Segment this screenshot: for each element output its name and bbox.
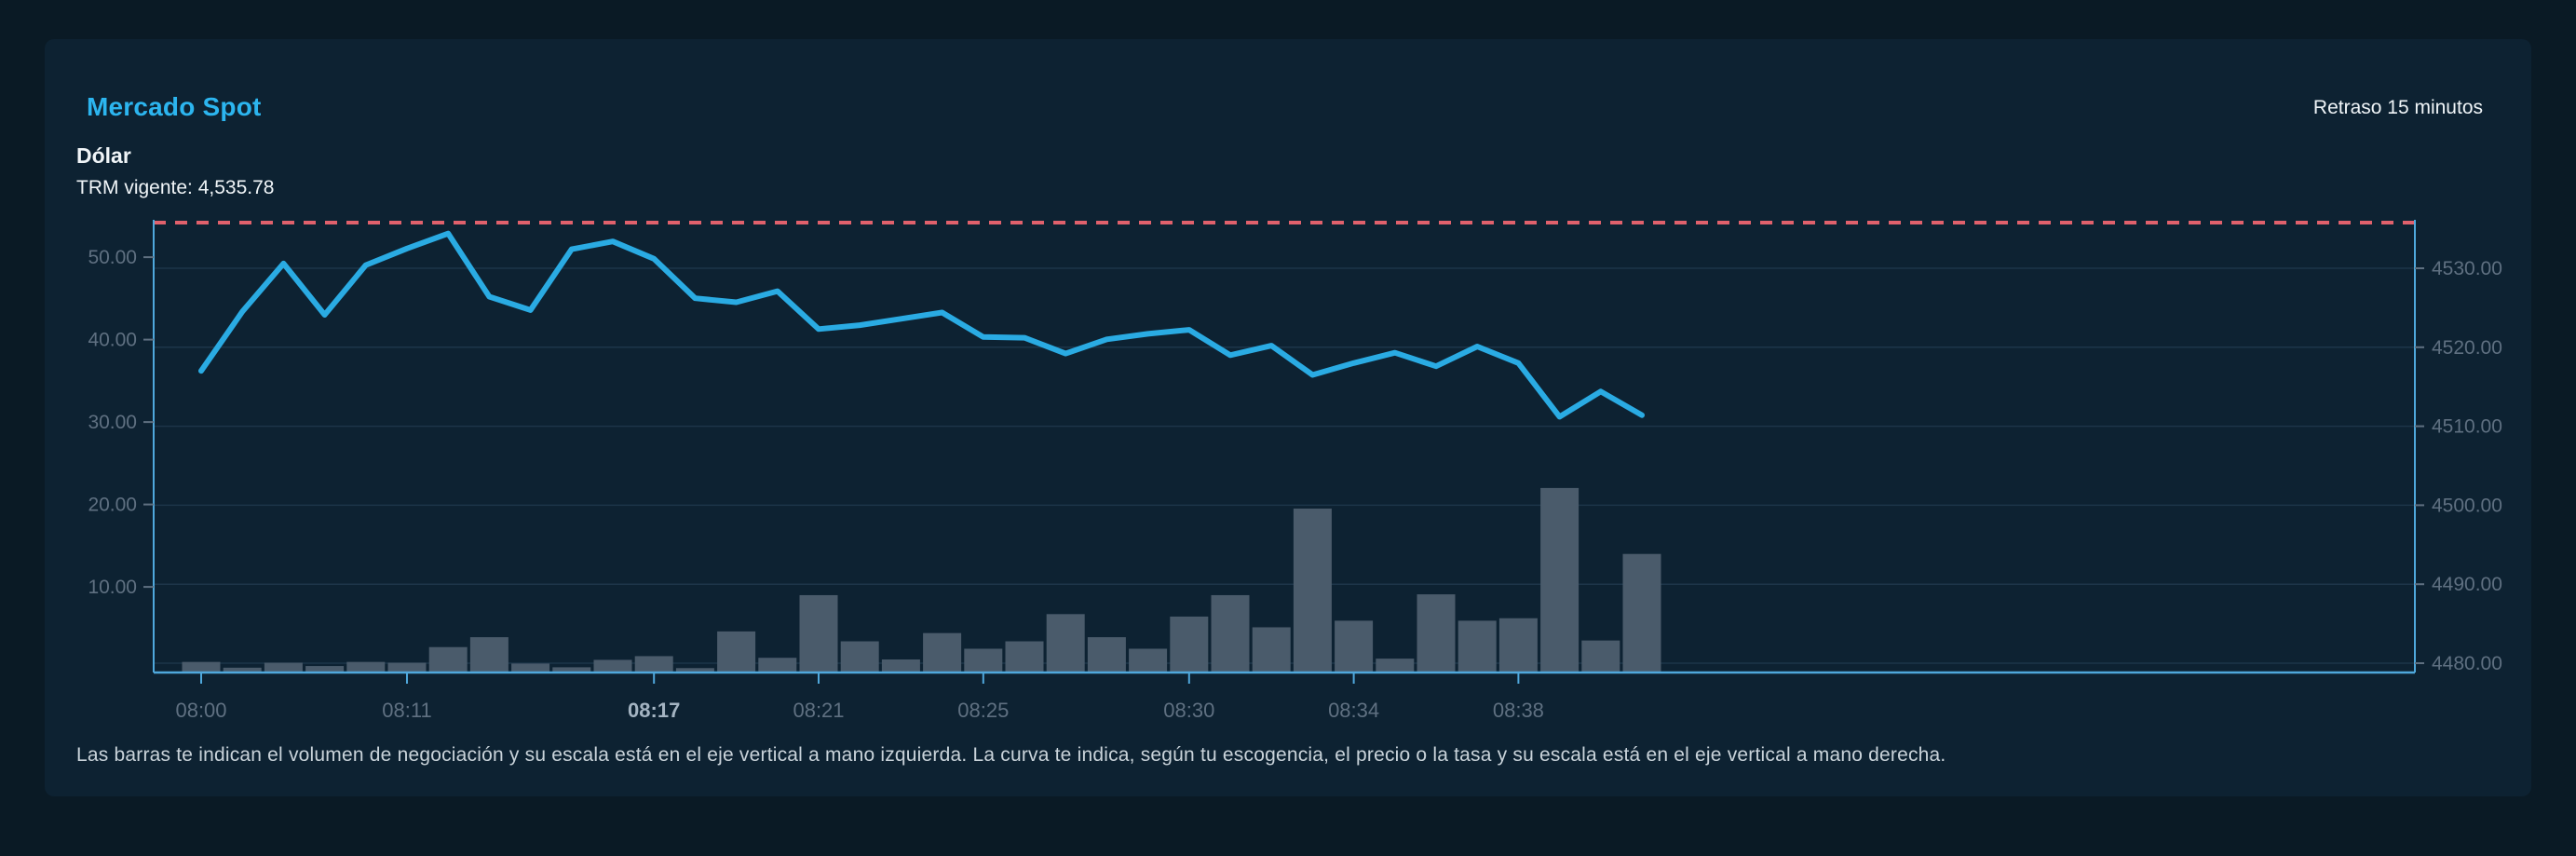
volume-bar[interactable] bbox=[1170, 616, 1209, 673]
left-axis-tick-label: 30.00 bbox=[88, 412, 137, 433]
instrument-name: Dólar bbox=[76, 143, 131, 168]
volume-bar[interactable] bbox=[1252, 627, 1291, 673]
volume-bar[interactable] bbox=[511, 663, 550, 673]
volume-bar[interactable] bbox=[1087, 637, 1126, 673]
volume-bar[interactable] bbox=[1005, 641, 1044, 673]
volume-bar[interactable] bbox=[223, 667, 262, 673]
volume-bar[interactable] bbox=[469, 637, 508, 673]
x-axis-time-label: 08:25 bbox=[957, 699, 1009, 722]
x-axis-time-label: 08:00 bbox=[175, 699, 226, 722]
left-axis-tick-label: 10.00 bbox=[88, 577, 137, 598]
volume-bar[interactable] bbox=[1417, 594, 1456, 673]
volume-bar[interactable] bbox=[1211, 594, 1250, 673]
volume-bar[interactable] bbox=[1293, 509, 1332, 673]
volume-bar[interactable] bbox=[305, 666, 345, 673]
page-title: Mercado Spot bbox=[87, 92, 262, 121]
x-axis-time-label: 08:34 bbox=[1328, 699, 1379, 722]
right-axis-tick-label: 4500.00 bbox=[2432, 495, 2502, 516]
volume-bar[interactable] bbox=[1046, 614, 1085, 673]
x-axis-time-label: 08:30 bbox=[1163, 699, 1214, 722]
volume-bar[interactable] bbox=[675, 668, 714, 673]
right-axis-tick-label: 4480.00 bbox=[2432, 653, 2502, 674]
delay-note: Retraso 15 minutos bbox=[2312, 97, 2483, 118]
volume-bar[interactable] bbox=[881, 659, 920, 673]
left-axis-tick-label: 50.00 bbox=[88, 247, 137, 268]
chart-footnote: Las barras te indican el volumen de nego… bbox=[76, 744, 1946, 766]
volume-bar[interactable] bbox=[387, 662, 427, 673]
left-axis-tick-label: 20.00 bbox=[88, 495, 137, 516]
volume-bar[interactable] bbox=[1498, 618, 1538, 673]
left-axis-tick-label: 40.00 bbox=[88, 330, 137, 351]
right-axis-tick-label: 4490.00 bbox=[2432, 574, 2502, 595]
volume-bar[interactable] bbox=[264, 662, 303, 673]
price-line[interactable] bbox=[198, 230, 1645, 420]
volume-bar[interactable] bbox=[1129, 648, 1168, 673]
volume-bar[interactable] bbox=[552, 667, 591, 673]
volume-bar[interactable] bbox=[1457, 620, 1497, 673]
volume-bar[interactable] bbox=[346, 661, 386, 673]
volume-bar[interactable] bbox=[182, 661, 221, 673]
volume-bar[interactable] bbox=[1581, 640, 1620, 673]
volume-bar[interactable] bbox=[717, 631, 756, 673]
volume-bar[interactable] bbox=[964, 648, 1003, 673]
volume-bar[interactable] bbox=[1622, 553, 1661, 673]
x-axis-time-label: 08:17 bbox=[628, 699, 680, 722]
x-axis-time-label: 08:21 bbox=[793, 699, 844, 722]
volume-bar[interactable] bbox=[428, 646, 468, 673]
mercado-spot-panel: 10.00 20.00 30.00 40.00 50.00 4480.00 4490.00 4… bbox=[45, 39, 2531, 796]
x-axis-time-label: 08:38 bbox=[1493, 699, 1544, 722]
volume-bar[interactable] bbox=[1335, 620, 1374, 673]
right-axis-tick-label: 4530.00 bbox=[2432, 258, 2502, 279]
volume-bar[interactable] bbox=[1376, 659, 1415, 673]
volume-bar[interactable] bbox=[593, 659, 632, 673]
volume-bar[interactable] bbox=[799, 594, 838, 673]
right-axis-tick-label: 4510.00 bbox=[2432, 416, 2502, 438]
trm-current-value: TRM vigente: 4,535.78 bbox=[76, 177, 275, 198]
volume-bar[interactable] bbox=[840, 641, 879, 673]
volume-bar[interactable] bbox=[923, 632, 962, 673]
volume-bar[interactable] bbox=[758, 658, 797, 673]
volume-price-chart-canvas[interactable]: 10.00 20.00 30.00 40.00 50.00 4480.00 4490.00 4… bbox=[45, 39, 2531, 796]
right-axis-tick-label: 4520.00 bbox=[2432, 337, 2502, 359]
volume-bar[interactable] bbox=[634, 656, 673, 673]
x-axis-time-label: 08:11 bbox=[382, 699, 431, 722]
volume-bar[interactable] bbox=[1540, 487, 1579, 673]
spot-chart[interactable]: 10.00 20.00 30.00 40.00 50.00 4480.00 4490.00 4… bbox=[45, 39, 2531, 796]
